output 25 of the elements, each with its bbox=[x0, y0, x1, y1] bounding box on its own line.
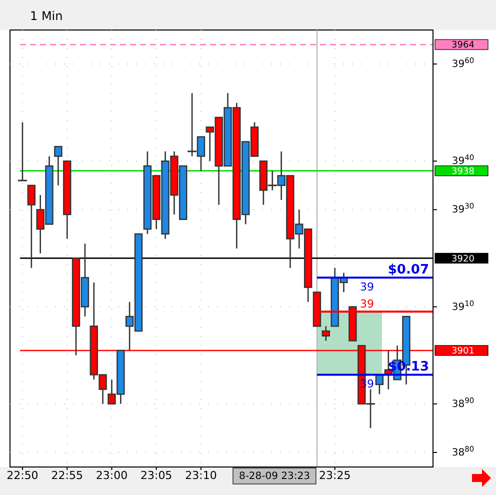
ref-line-label: 3901 bbox=[452, 346, 474, 357]
x-tick-label: 22:50 bbox=[6, 469, 38, 482]
ref-line-label: 8-28-09 23:23 bbox=[238, 471, 310, 482]
x-tick-label: 23:25 bbox=[319, 469, 351, 482]
annotation: 39 bbox=[360, 280, 374, 294]
x-tick-label: 23:05 bbox=[140, 469, 172, 482]
y-tick-label: 39$^{40}$ bbox=[452, 152, 474, 168]
y-tick-label: 38$^{80}$ bbox=[452, 444, 474, 458]
candlestick bbox=[322, 326, 330, 342]
ref-line-label: 3938 bbox=[452, 166, 475, 177]
x-tick-label: 23:00 bbox=[96, 469, 128, 482]
y-tick-label: 39$^{60}$ bbox=[452, 55, 474, 70]
y-tick-label: 39$^{10}$ bbox=[452, 298, 474, 313]
candlestick bbox=[27, 184, 36, 269]
ref-line-label: 3920 bbox=[452, 254, 475, 264]
ref-line-label: 3964 bbox=[452, 40, 475, 51]
x-tick-label: 22:55 bbox=[51, 469, 83, 482]
y-tick-label: 39$^{30}$ bbox=[452, 201, 474, 216]
x-tick-label: 23:10 bbox=[185, 469, 217, 482]
candlestick bbox=[54, 146, 62, 186]
y-tick-label: 38$^{90}$ bbox=[452, 395, 474, 410]
candlestick bbox=[18, 122, 27, 182]
annotation: 39 bbox=[360, 298, 374, 311]
annotation: $0.07 bbox=[388, 262, 429, 278]
chart-title: 1 Min bbox=[30, 9, 63, 23]
